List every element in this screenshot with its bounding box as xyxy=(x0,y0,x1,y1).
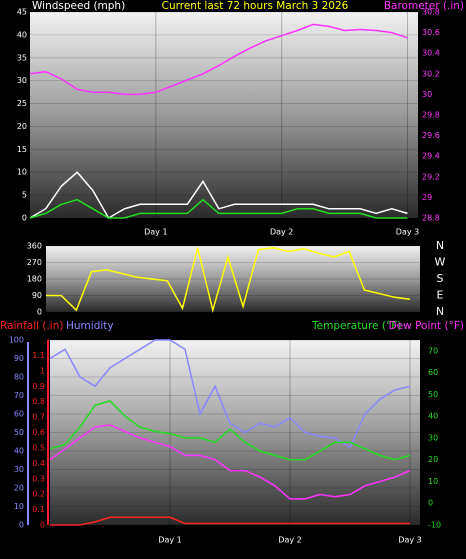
y2-tick-label: W xyxy=(435,256,446,269)
series-line xyxy=(29,198,408,219)
plot-area xyxy=(46,246,420,312)
y2-tick-label: 29.2 xyxy=(422,172,440,181)
x-tick-label: Day 1 xyxy=(144,228,167,237)
y2-tick-label: 30.6 xyxy=(422,28,440,37)
y3-tick-label: 0.3 xyxy=(32,474,45,483)
chart-title: Current last 72 hours March 3 2026 xyxy=(162,0,349,12)
y-tick-label: 180 xyxy=(27,275,42,284)
y-tick-label: 10 xyxy=(14,502,24,511)
y-tick-label: 10 xyxy=(17,168,27,177)
y-tick-label: 45 xyxy=(17,8,27,17)
y2-tick-label: S xyxy=(437,272,444,285)
y-tick-label: 90 xyxy=(32,291,42,300)
y2-tick-label: 40 xyxy=(428,412,438,421)
y2-tick-label: 28.8 xyxy=(422,214,440,223)
y3-tick-label: 0.1 xyxy=(32,505,45,514)
y3-tick-label: 0.2 xyxy=(32,490,45,499)
series-line xyxy=(49,424,411,500)
x-tick-label: Day 2 xyxy=(278,536,301,545)
y2-tick-label: -10 xyxy=(428,521,441,530)
y-tick-label: 360 xyxy=(27,242,42,251)
y2-tick-label: 20 xyxy=(428,455,438,464)
y-tick-label: 5 xyxy=(22,191,27,200)
y-tick-label: 40 xyxy=(17,30,27,39)
y3-label: Rainfall (.in) xyxy=(0,320,63,332)
y3-tick-label: 1 xyxy=(40,366,45,375)
y2-tick-label: 50 xyxy=(428,390,438,399)
y-tick-label: 35 xyxy=(17,53,27,62)
y2-tick-label: 29.8 xyxy=(422,111,440,120)
y2-tick-label: 30.2 xyxy=(422,69,440,78)
y-tick-label: 50 xyxy=(14,428,24,437)
plot-area xyxy=(30,12,418,218)
y-tick-label: 270 xyxy=(27,258,42,267)
y-tick-label: 80 xyxy=(14,373,24,382)
x-tick-label: Day 2 xyxy=(270,228,293,237)
y3-tick-label: 0.4 xyxy=(32,459,45,468)
plot-area xyxy=(50,340,420,525)
y-tick-label: 0 xyxy=(22,214,27,223)
y2-tick-label: 0 xyxy=(428,499,433,508)
x-tick-label: Day 3 xyxy=(398,536,421,545)
y2-tick-label: 29.6 xyxy=(422,131,440,140)
series-line xyxy=(29,23,408,96)
y3-tick-label: 0.8 xyxy=(32,397,45,406)
series-line xyxy=(46,247,410,314)
y2-tick-label: 30 xyxy=(422,90,432,99)
y2-tick-label: 29 xyxy=(422,193,432,202)
y2-tick-label: N xyxy=(436,305,444,318)
y-tick-label: 20 xyxy=(17,122,27,131)
y3-tick-label: 0.9 xyxy=(32,382,45,391)
y-tick-label: 90 xyxy=(14,354,24,363)
y-tick-label: 25 xyxy=(17,99,27,108)
y-tick-label: 0 xyxy=(19,521,24,530)
y-label: Humidity xyxy=(66,320,114,332)
y2-tick-label: 10 xyxy=(428,477,438,486)
y-tick-label: 30 xyxy=(17,76,27,85)
y-tick-label: 100 xyxy=(9,336,24,345)
y-tick-label: 30 xyxy=(14,465,24,474)
y2-tick-label: 30.8 xyxy=(422,8,440,17)
y2-tick-label: E xyxy=(437,289,444,302)
y-tick-label: 40 xyxy=(14,447,24,456)
y-label: Windspeed (mph) xyxy=(32,0,125,12)
series-line xyxy=(29,171,408,220)
y2-tick-label: N xyxy=(436,239,444,252)
y3-tick-label: 1.1 xyxy=(32,351,45,360)
y-tick-label: 60 xyxy=(14,410,24,419)
y3-tick-label: 0.5 xyxy=(32,443,45,452)
y2-tick-label: 30 xyxy=(428,433,438,442)
series-line xyxy=(50,516,410,526)
y-tick-label: 15 xyxy=(17,145,27,154)
y2-tick-label: 70 xyxy=(428,346,438,355)
x-tick-label: Day 1 xyxy=(158,536,181,545)
y2-tick-label: 29.4 xyxy=(422,152,440,161)
y2-label: Barometer (.in) xyxy=(384,0,464,12)
y3-tick-label: 0.6 xyxy=(32,428,45,437)
y2-tick-label: 60 xyxy=(428,368,438,377)
y2b-label: Dew Point (°F) xyxy=(389,320,464,332)
x-tick-label: Day 3 xyxy=(396,228,419,237)
y-tick-label: 20 xyxy=(14,484,24,493)
y2-tick-label: 30.4 xyxy=(422,49,440,58)
y-tick-label: 70 xyxy=(14,391,24,400)
y-tick-label: 0 xyxy=(37,308,42,317)
series-line xyxy=(49,400,411,461)
y3-tick-label: 0.7 xyxy=(32,413,45,422)
series-line xyxy=(49,339,411,449)
y3-tick-label: 0 xyxy=(40,521,45,530)
y2-label: Temperature (°F) xyxy=(311,320,401,332)
